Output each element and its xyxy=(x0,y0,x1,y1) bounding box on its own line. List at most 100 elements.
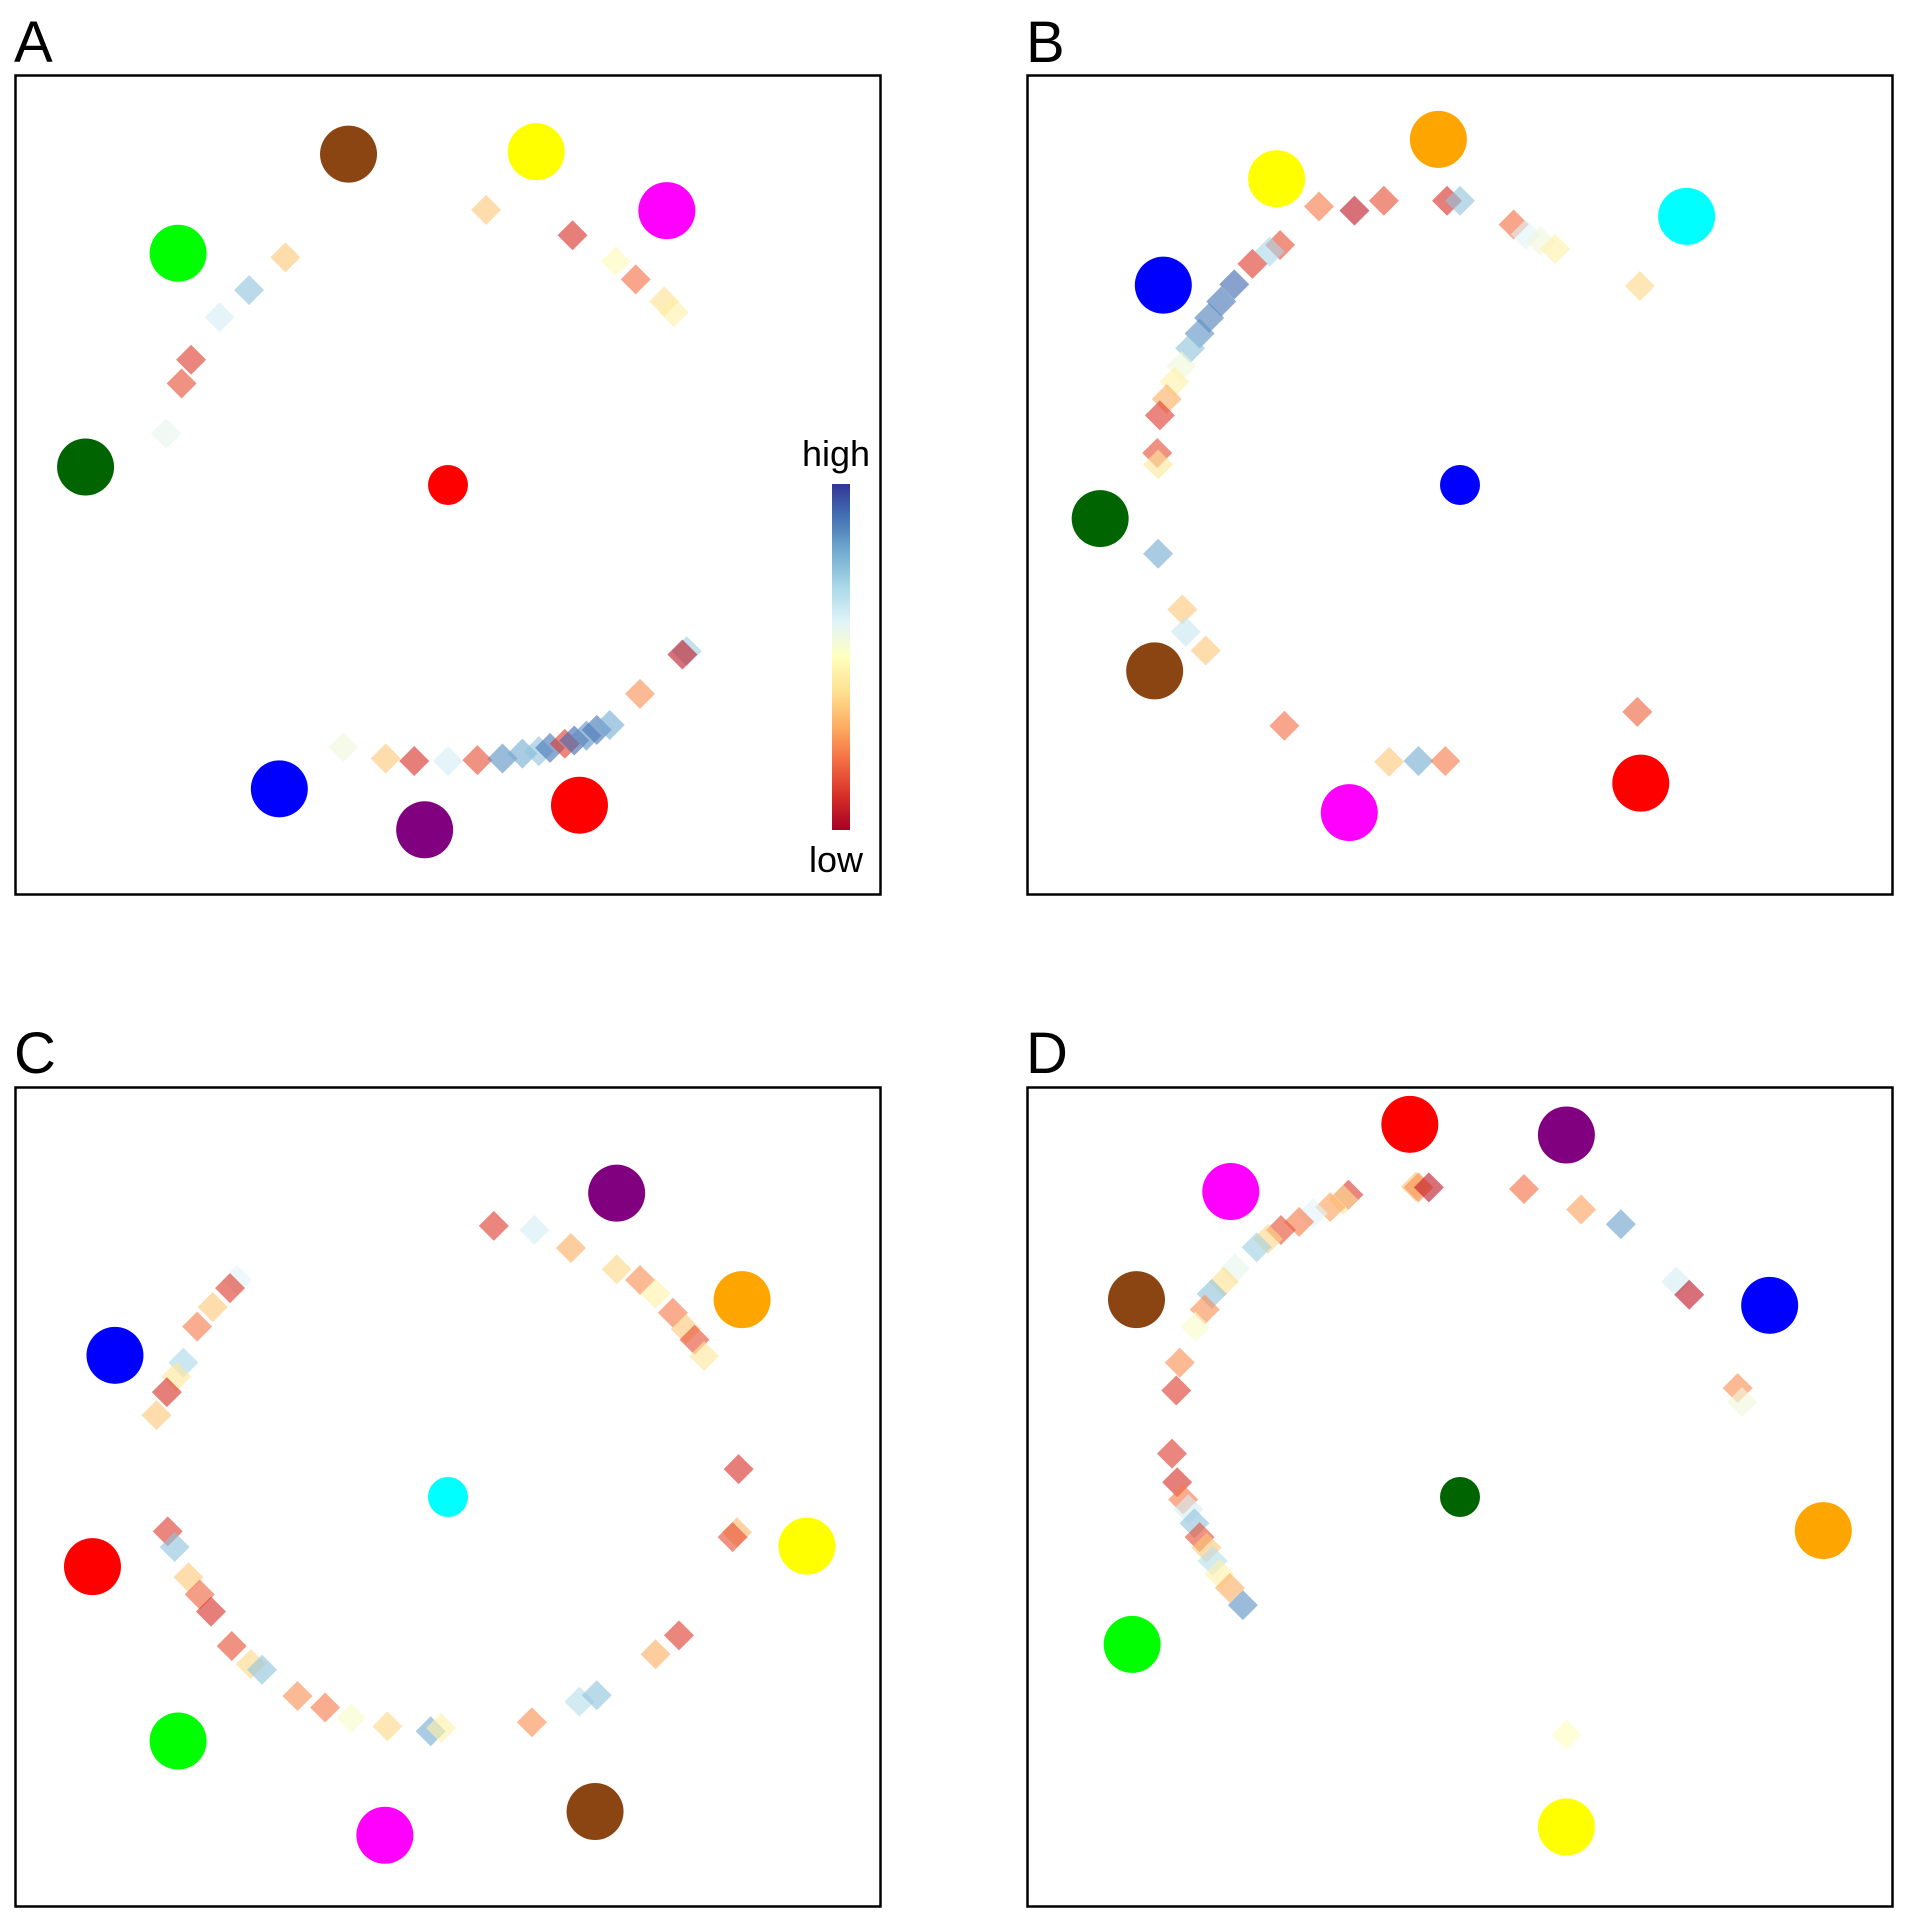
data-point-diamond xyxy=(1156,1438,1187,1469)
data-point-diamond xyxy=(1622,696,1653,727)
data-point-diamond xyxy=(1445,185,1475,216)
data-point-diamond xyxy=(1208,1266,1239,1297)
data-point-diamond xyxy=(372,1711,403,1742)
group-node-circle xyxy=(1107,1271,1165,1329)
group-node-circle xyxy=(1612,754,1670,812)
group-node-circle xyxy=(57,438,115,496)
data-point-diamond xyxy=(1219,269,1250,300)
data-point-diamond xyxy=(1144,400,1175,431)
data-point-diamond xyxy=(1237,248,1268,279)
data-point-diamond xyxy=(1722,1373,1753,1404)
data-point-diamond xyxy=(182,1311,213,1342)
data-point-diamond xyxy=(600,246,631,277)
group-node-circle xyxy=(250,760,308,818)
scatter-panel-a xyxy=(14,74,882,896)
data-point-diamond xyxy=(1605,1209,1636,1240)
data-point-diamond xyxy=(195,1596,226,1627)
group-node-circle xyxy=(1103,1615,1161,1673)
data-point-diamond xyxy=(310,1692,341,1723)
data-point-diamond xyxy=(1190,635,1221,666)
data-point-diamond xyxy=(166,368,197,399)
data-point-diamond xyxy=(1214,1572,1245,1603)
data-point-diamond xyxy=(462,745,493,776)
data-point-diamond xyxy=(723,1454,754,1485)
data-point-diamond xyxy=(336,1703,367,1734)
data-point-diamond xyxy=(1339,195,1370,226)
group-node-circle xyxy=(149,224,207,282)
data-point-diamond xyxy=(1430,746,1461,777)
group-node-circle xyxy=(1741,1276,1799,1334)
data-point-diamond xyxy=(640,1278,671,1309)
data-point-diamond xyxy=(1297,1198,1328,1229)
scatter-panel-b xyxy=(1026,74,1894,896)
group-node-circle xyxy=(1248,150,1306,208)
center-node xyxy=(1440,1477,1480,1517)
data-point-diamond xyxy=(141,1400,172,1431)
data-point-diamond xyxy=(1265,230,1296,261)
data-point-diamond xyxy=(1328,1184,1359,1215)
data-point-diamond xyxy=(555,1233,586,1264)
group-node-circle xyxy=(713,1271,771,1329)
data-point-diamond xyxy=(197,1291,228,1322)
panel-label-a: A xyxy=(14,10,53,75)
group-node-circle xyxy=(1537,1106,1595,1164)
panel-label-d: D xyxy=(1026,1021,1068,1086)
data-point-diamond xyxy=(151,1377,182,1408)
group-node-circle xyxy=(320,125,378,183)
data-point-diamond xyxy=(1726,1386,1757,1417)
group-node-circle xyxy=(396,801,454,859)
data-point-diamond xyxy=(426,1712,457,1743)
data-point-diamond xyxy=(1241,1232,1272,1263)
data-point-diamond xyxy=(658,297,689,328)
data-point-diamond xyxy=(399,746,430,777)
data-point-diamond xyxy=(1161,1375,1192,1406)
data-point-diamond xyxy=(1220,1253,1251,1284)
data-point-diamond xyxy=(247,1654,278,1685)
data-point-diamond xyxy=(1551,1719,1582,1750)
data-point-diamond xyxy=(667,639,698,670)
data-point-diamond xyxy=(1525,225,1556,256)
data-point-diamond xyxy=(1540,234,1571,265)
data-point-diamond xyxy=(270,242,301,273)
group-node-circle xyxy=(1409,110,1467,168)
data-point-diamond xyxy=(216,1631,247,1662)
group-node-circle xyxy=(1320,784,1378,842)
group-node-circle xyxy=(1126,642,1184,700)
data-point-diamond xyxy=(1164,1347,1195,1378)
group-node-circle xyxy=(1794,1502,1852,1560)
data-point-diamond xyxy=(1167,594,1198,625)
colorbar-gradient xyxy=(832,484,850,830)
data-point-diamond xyxy=(1284,1206,1315,1237)
data-point-diamond xyxy=(1166,351,1197,382)
data-point-diamond xyxy=(1143,449,1174,480)
data-point-diamond xyxy=(557,220,588,251)
colorbar-low-label: low xyxy=(809,839,864,880)
data-point-diamond xyxy=(689,1341,720,1372)
group-node-circle xyxy=(778,1517,836,1575)
data-point-diamond xyxy=(1269,710,1300,741)
group-node-circle xyxy=(1537,1798,1595,1856)
data-point-diamond xyxy=(594,709,625,740)
data-point-diamond xyxy=(1179,1508,1210,1539)
data-point-diamond xyxy=(663,1620,694,1651)
data-point-diamond xyxy=(204,302,235,333)
data-point-diamond xyxy=(176,344,207,375)
group-node-circle xyxy=(86,1326,144,1384)
group-node-circle xyxy=(638,182,696,240)
data-point-diamond xyxy=(1624,270,1655,301)
center-node xyxy=(428,1477,468,1517)
group-node-circle xyxy=(507,123,565,181)
data-point-diamond xyxy=(620,264,651,295)
group-node-circle xyxy=(356,1806,414,1864)
data-point-diamond xyxy=(640,1639,671,1670)
data-point-diamond xyxy=(151,418,182,449)
data-point-diamond xyxy=(1180,1311,1211,1342)
data-point-diamond xyxy=(1403,746,1434,777)
data-point-diamond xyxy=(1661,1266,1692,1297)
data-point-diamond xyxy=(516,1707,547,1738)
data-point-diamond xyxy=(433,746,463,777)
center-node xyxy=(1440,465,1480,505)
data-point-diamond xyxy=(601,1254,632,1285)
data-point-diamond xyxy=(159,1531,190,1562)
group-node-circle xyxy=(550,776,608,834)
